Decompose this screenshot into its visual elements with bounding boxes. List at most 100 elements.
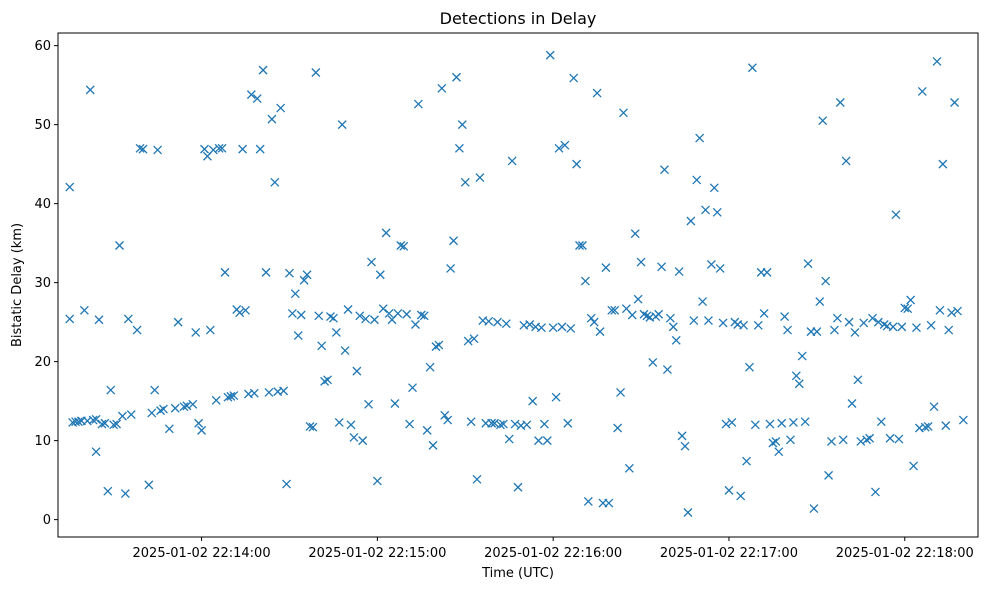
data-point [701,205,710,215]
data-point [182,401,192,411]
data-point [706,260,716,269]
data-point [900,303,910,313]
data-point [715,263,725,273]
data-point [103,486,113,496]
data-point [683,508,693,517]
data-point [211,395,221,405]
data-point [85,85,95,95]
data-point [246,90,256,100]
data-point [522,420,532,430]
data-point [147,408,157,418]
data-point [862,435,872,445]
data-point [745,362,754,372]
data-point [768,438,778,448]
data-point [437,83,447,93]
data-point [765,419,775,429]
data-point [815,297,825,307]
data-point [868,313,877,323]
data-point [545,50,555,60]
data-point [539,419,549,429]
data-point [126,410,136,420]
data-point [709,183,719,193]
data-point [120,489,130,499]
data-point [235,308,245,318]
data-point [100,418,110,428]
data-point [74,417,83,427]
data-point [935,305,945,315]
data-point [446,263,456,273]
data-point [586,313,596,323]
data-point [408,383,417,393]
data-point [156,406,166,416]
data-point [800,417,810,427]
y-tick-label: 0 [43,513,51,528]
data-point [410,320,420,329]
data-point [282,479,291,489]
data-point [636,257,646,267]
data-point [279,386,289,396]
data-point [475,173,485,183]
data-point [786,435,795,445]
data-point [660,165,669,175]
data-point [117,411,127,421]
data-point [367,257,376,267]
data-point [718,318,728,328]
data-point [783,325,793,335]
data-point [355,311,365,321]
data-point [583,496,593,506]
data-point [440,410,450,420]
data-point [607,305,617,315]
data-point [208,145,218,155]
x-tick-label: 2025-01-02 22:17:00 [660,546,798,561]
data-point [894,434,904,444]
data-point [255,144,265,154]
data-point [912,323,921,333]
data-point [616,387,626,397]
data-point [276,103,286,113]
data-point [551,392,561,402]
data-point [592,88,602,98]
x-axis-label: Time (UTC) [481,566,554,581]
data-point [566,323,576,333]
data-point [821,276,831,286]
data-point [399,241,409,251]
data-point [487,418,497,428]
data-point [205,325,215,335]
data-point [305,421,315,431]
data-point [938,159,948,169]
data-point [170,403,180,413]
data-point [648,357,658,367]
data-point [220,267,230,277]
data-point [841,156,851,166]
data-point [777,418,787,428]
data-point [65,182,75,192]
data-point [191,327,201,337]
data-point [601,263,611,273]
data-point [750,420,760,430]
data-point [888,322,898,332]
data-point [214,143,224,153]
y-tick-label: 60 [34,39,51,54]
data-point [285,268,294,278]
data-point [829,325,839,335]
data-point [674,267,684,277]
data-point [144,480,154,490]
data-point [736,491,746,501]
data-point [493,317,502,327]
data-point [572,159,582,169]
data-point [428,440,438,450]
data-point [238,144,248,154]
x-tick-label: 2025-01-02 22:16:00 [484,546,622,561]
data-point [261,267,271,277]
data-point [619,108,628,118]
data-point [657,262,667,272]
data-point [695,133,705,143]
data-point [299,275,309,285]
data-point [642,311,652,321]
data-point [891,210,901,220]
data-point [510,419,520,429]
data-point [847,399,857,408]
data-point [252,94,262,104]
data-point [469,334,479,344]
